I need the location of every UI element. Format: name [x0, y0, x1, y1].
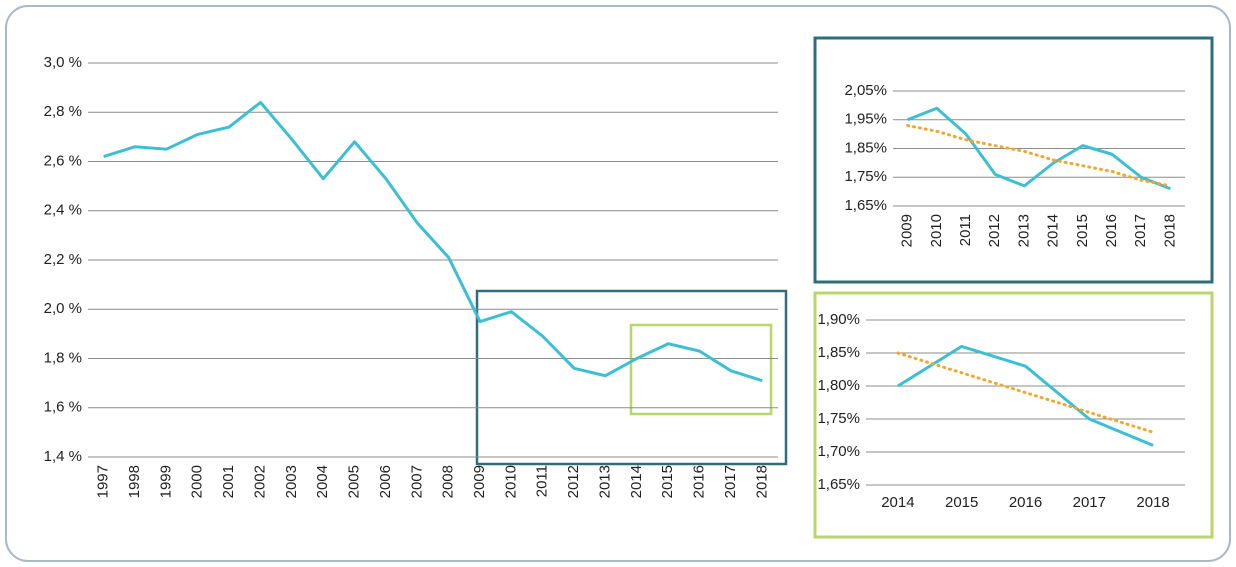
y-tick-label: 2,0 %: [44, 300, 82, 317]
x-tick-label: 2009: [471, 465, 488, 498]
data-line: [897, 344, 1154, 447]
y-tick-label: 1,85%: [817, 344, 860, 361]
x-tick-label: 2000: [189, 465, 206, 498]
y-tick-label: 1,90%: [817, 311, 860, 328]
highlight-box: [629, 323, 773, 416]
outer-frame: [5, 5, 1231, 562]
x-tick-label: 2017: [1073, 494, 1106, 511]
y-tick-label: 1,70%: [817, 443, 860, 460]
y-tick-label: 1,75%: [844, 168, 887, 185]
x-tick-label: 2001: [220, 465, 237, 498]
x-tick-label: 2006: [377, 465, 394, 498]
y-tick-label: 1,85%: [844, 139, 887, 156]
y-tick-label: 2,6 %: [44, 152, 82, 169]
inset-frame: [813, 36, 1214, 284]
data-line: [907, 106, 1171, 191]
y-tick-label: 1,65%: [844, 197, 887, 214]
x-tick-label: 2009: [899, 214, 916, 247]
x-tick-label: 2011: [534, 465, 551, 497]
x-tick-label: 2018: [1136, 494, 1169, 511]
y-tick-label: 1,6 %: [44, 399, 82, 416]
x-tick-label: 2010: [502, 465, 519, 498]
x-tick-label: 2015: [945, 494, 978, 511]
x-tick-label: 2010: [928, 214, 945, 247]
x-tick-label: 2008: [440, 465, 457, 498]
x-tick-label: 2018: [753, 465, 770, 498]
x-tick-label: 2014: [881, 494, 914, 511]
x-tick-label: 2016: [1009, 494, 1042, 511]
x-tick-label: 2005: [346, 465, 363, 498]
x-tick-label: 1997: [95, 465, 112, 498]
x-tick-label: 1999: [157, 465, 174, 498]
y-tick-label: 1,75%: [817, 410, 860, 427]
x-tick-label: 2016: [691, 465, 708, 498]
x-tick-label: 2004: [314, 465, 331, 498]
y-tick-label: 1,8 %: [44, 349, 82, 366]
x-tick-label: 2002: [251, 465, 268, 498]
x-tick-label: 2014: [1045, 214, 1062, 247]
highlight-box: [475, 289, 788, 466]
y-tick-label: 1,4 %: [44, 448, 82, 465]
x-tick-label: 2017: [1132, 214, 1149, 247]
x-tick-label: 2014: [628, 465, 645, 498]
x-tick-label: 2007: [408, 465, 425, 498]
x-tick-label: 2013: [1015, 214, 1032, 247]
x-tick-label: 2012: [565, 465, 582, 498]
x-tick-label: 2003: [283, 465, 300, 498]
x-tick-label: 2015: [659, 465, 676, 498]
inset-frame: [813, 291, 1214, 539]
data-line: [103, 100, 763, 383]
x-tick-label: 2017: [722, 465, 739, 498]
x-tick-label: 2016: [1103, 214, 1120, 247]
x-tick-label: 1998: [126, 465, 143, 498]
data-line: [896, 351, 1155, 434]
y-tick-label: 1,95%: [844, 111, 887, 128]
x-tick-label: 2018: [1161, 214, 1178, 247]
y-tick-label: 2,8 %: [44, 103, 82, 120]
y-tick-label: 1,65%: [817, 476, 860, 493]
x-tick-label: 2011: [957, 214, 974, 246]
y-tick-label: 2,4 %: [44, 202, 82, 219]
y-tick-label: 1,80%: [817, 377, 860, 394]
x-tick-label: 2015: [1074, 214, 1091, 247]
y-tick-label: 3,0 %: [44, 54, 82, 71]
x-tick-label: 2012: [986, 214, 1003, 247]
y-tick-label: 2,2 %: [44, 251, 82, 268]
y-tick-label: 2,05%: [844, 82, 887, 99]
x-tick-label: 2013: [596, 465, 613, 498]
